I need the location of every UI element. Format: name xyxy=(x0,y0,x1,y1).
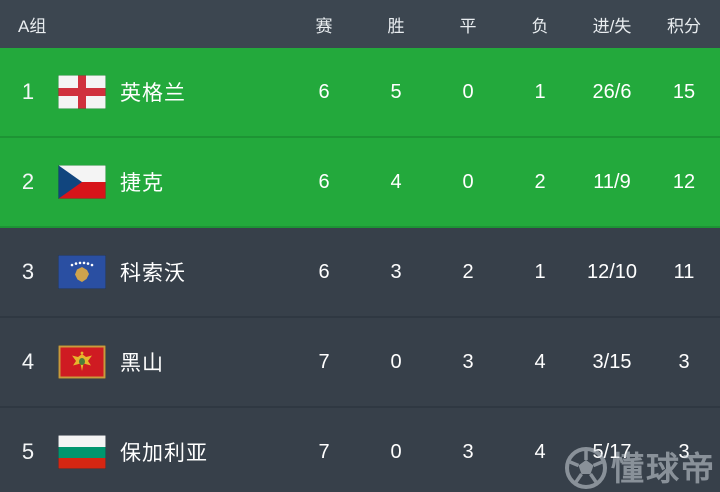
team-name: 科索沃 xyxy=(120,262,186,285)
goals-value: 26/6 xyxy=(592,80,632,103)
points-value: 3 xyxy=(678,440,690,463)
goals-value: 3/15 xyxy=(592,350,632,373)
table-row-czech[interactable]: 2 捷克 6 4 0 2 11/9 12 xyxy=(0,138,720,228)
table-row-montenegro[interactable]: 4 黑山 7 0 3 4 3/15 3 xyxy=(0,318,720,408)
lost-value: 1 xyxy=(534,260,546,283)
drawn-value: 0 xyxy=(462,80,474,103)
bulgaria-flag-icon xyxy=(58,435,106,469)
rank: 5 xyxy=(21,439,35,464)
column-won: 胜 xyxy=(387,16,405,36)
drawn-value: 0 xyxy=(462,170,474,193)
goals-value: 5/17 xyxy=(592,440,632,463)
drawn-value: 3 xyxy=(462,350,474,373)
team-name: 英格兰 xyxy=(120,82,186,105)
table-row-bulgaria[interactable]: 5 保加利亚 7 0 3 4 5/17 3 xyxy=(0,408,720,492)
kosovo-flag-icon xyxy=(58,255,106,289)
played-value: 7 xyxy=(318,350,330,373)
table-header: A组 赛 胜 平 负 进/失 积分 xyxy=(0,0,720,48)
lost-value: 4 xyxy=(534,350,546,373)
drawn-value: 2 xyxy=(462,260,474,283)
lost-value: 1 xyxy=(534,80,546,103)
played-value: 6 xyxy=(318,260,330,283)
rank: 4 xyxy=(21,349,35,374)
rank: 3 xyxy=(21,259,35,284)
team-name: 保加利亚 xyxy=(120,442,208,465)
column-lost: 负 xyxy=(531,16,549,36)
goals-value: 11/9 xyxy=(593,170,631,193)
team-name: 捷克 xyxy=(120,172,164,195)
played-value: 6 xyxy=(318,170,330,193)
rank: 2 xyxy=(21,169,35,194)
table-row-kosovo[interactable]: 3 科索沃 6 3 2 1 12/10 11 xyxy=(0,228,720,318)
lost-value: 4 xyxy=(534,440,546,463)
column-goals: 进/失 xyxy=(592,16,632,36)
montenegro-flag-icon xyxy=(58,345,106,379)
won-value: 0 xyxy=(390,440,402,463)
goals-value: 12/10 xyxy=(586,260,638,283)
points-value: 15 xyxy=(672,80,696,103)
england-flag-icon xyxy=(58,75,106,109)
played-value: 6 xyxy=(318,80,330,103)
column-points: 积分 xyxy=(667,16,701,36)
played-value: 7 xyxy=(318,440,330,463)
rank: 1 xyxy=(21,79,35,104)
won-value: 5 xyxy=(390,80,402,103)
column-played: 赛 xyxy=(315,16,333,36)
column-drawn: 平 xyxy=(459,16,477,36)
points-value: 3 xyxy=(678,350,690,373)
team-name: 黑山 xyxy=(120,352,164,375)
table-row-england[interactable]: 1 英格兰 6 5 0 1 26/6 15 xyxy=(0,48,720,138)
points-value: 11 xyxy=(673,260,695,283)
points-value: 12 xyxy=(672,170,696,193)
won-value: 4 xyxy=(390,170,402,193)
won-value: 3 xyxy=(390,260,402,283)
won-value: 0 xyxy=(390,350,402,373)
czech-flag-icon xyxy=(58,165,106,199)
group-label: A组 xyxy=(18,16,47,36)
lost-value: 2 xyxy=(534,170,546,193)
drawn-value: 3 xyxy=(462,440,474,463)
